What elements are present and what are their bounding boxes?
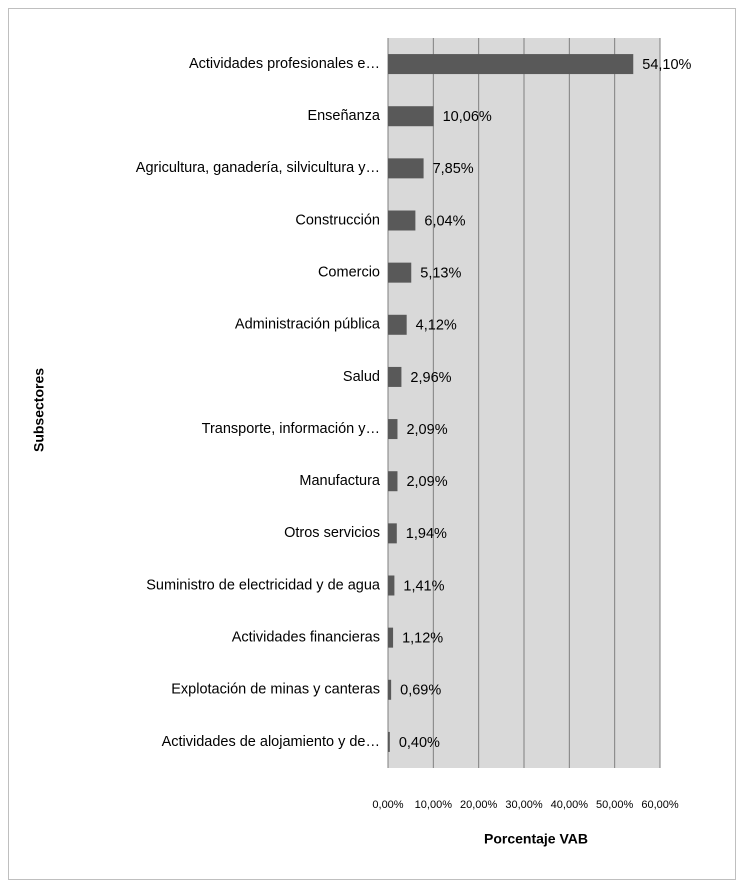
data-label: 2,96% bbox=[410, 370, 451, 386]
y-tick-label: Otros servicios bbox=[284, 525, 380, 541]
x-tick-label: 10,00% bbox=[415, 799, 453, 811]
bar bbox=[388, 54, 634, 75]
data-label: 1,94% bbox=[406, 526, 447, 542]
data-label: 6,04% bbox=[424, 213, 465, 229]
bar bbox=[388, 575, 395, 596]
x-tick-label: 60,00% bbox=[641, 799, 679, 811]
data-label: 10,06% bbox=[443, 109, 492, 125]
x-tick-label: 20,00% bbox=[460, 799, 498, 811]
data-label: 1,41% bbox=[403, 578, 444, 594]
x-axis-label: Porcentaje VAB bbox=[484, 831, 588, 847]
bar bbox=[388, 262, 412, 283]
y-tick-label: Agricultura, ganadería, silvicultura y… bbox=[136, 160, 380, 176]
bar bbox=[388, 210, 416, 231]
bar bbox=[388, 419, 398, 440]
y-tick-label: Manufactura bbox=[299, 473, 381, 489]
y-tick-label: Administración pública bbox=[235, 317, 381, 333]
x-tick-label: 0,00% bbox=[372, 799, 403, 811]
y-tick-label: Construcción bbox=[295, 212, 380, 228]
y-tick-label: Salud bbox=[343, 369, 380, 385]
x-tick-label: 30,00% bbox=[505, 799, 543, 811]
bar bbox=[388, 158, 424, 179]
data-label: 7,85% bbox=[433, 161, 474, 177]
bar bbox=[388, 314, 407, 335]
y-tick-label: Transporte, información y… bbox=[202, 421, 380, 437]
bar bbox=[388, 106, 434, 127]
bar bbox=[388, 523, 397, 544]
data-label: 5,13% bbox=[420, 265, 461, 281]
bar bbox=[388, 627, 394, 648]
bar bbox=[388, 731, 390, 752]
bar bbox=[388, 471, 398, 492]
x-tick-label: 40,00% bbox=[551, 799, 589, 811]
y-tick-label: Enseñanza bbox=[307, 108, 380, 124]
bar bbox=[388, 366, 402, 387]
data-label: 1,12% bbox=[402, 630, 443, 646]
y-tick-label: Actividades de alojamiento y de… bbox=[162, 734, 380, 750]
data-label: 0,40% bbox=[399, 735, 440, 751]
data-label: 2,09% bbox=[406, 474, 447, 490]
x-tick-label: 50,00% bbox=[596, 799, 634, 811]
data-label: 4,12% bbox=[416, 318, 457, 334]
data-label: 54,10% bbox=[642, 57, 691, 73]
y-tick-label: Suministro de electricidad y de agua bbox=[146, 577, 381, 593]
y-tick-label: Actividades financieras bbox=[232, 629, 380, 645]
data-label: 2,09% bbox=[406, 422, 447, 438]
y-tick-label: Comercio bbox=[318, 264, 380, 280]
y-tick-label: Actividades profesionales e… bbox=[189, 56, 380, 72]
y-axis-label: Subsectores bbox=[31, 368, 47, 452]
bar bbox=[388, 679, 392, 700]
y-tick-label: Explotación de minas y canteras bbox=[171, 682, 380, 698]
data-label: 0,69% bbox=[400, 683, 441, 699]
